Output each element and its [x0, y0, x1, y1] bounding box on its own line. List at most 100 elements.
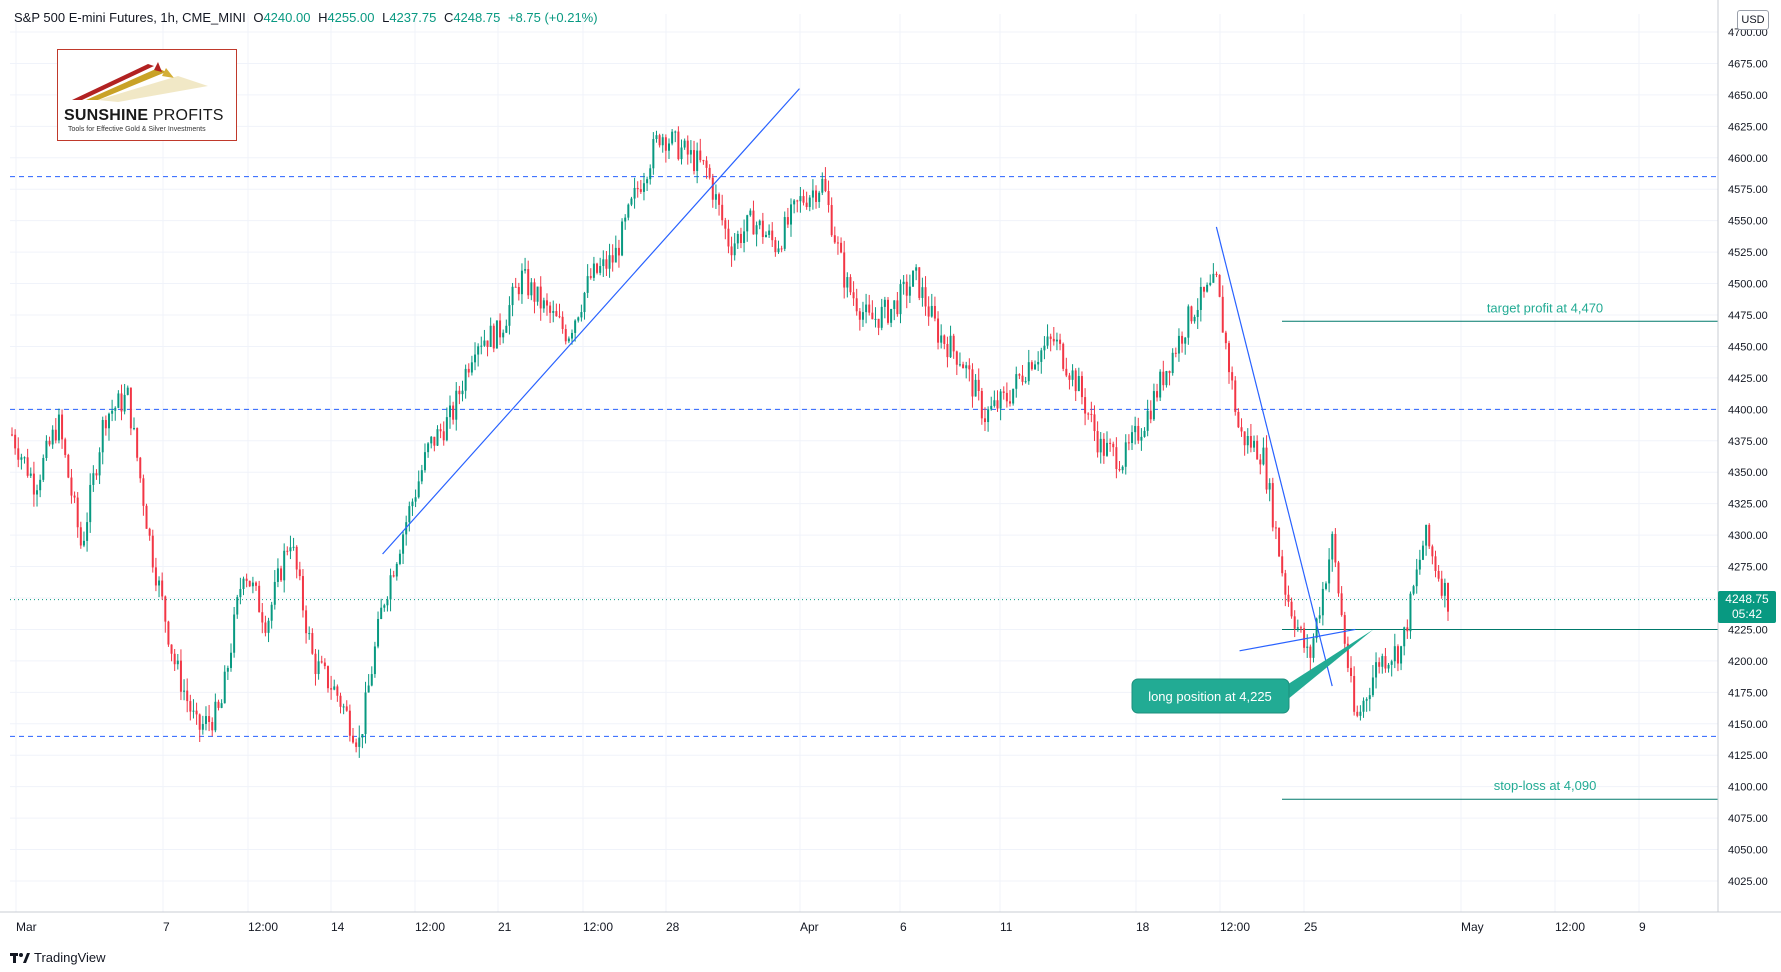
candle-body — [1281, 556, 1284, 574]
price-tick-label: 4200.00 — [1728, 656, 1768, 668]
price-tick-label: 4025.00 — [1728, 876, 1768, 888]
candle-body — [336, 686, 339, 696]
candle-body — [42, 457, 45, 480]
candle-body — [39, 479, 42, 491]
candle-body — [577, 317, 580, 321]
candle-body — [123, 394, 126, 412]
candle-body — [1190, 306, 1193, 322]
candle-body — [1199, 286, 1202, 310]
candle-body — [495, 320, 498, 349]
candle-body — [101, 419, 104, 453]
candle-body — [1030, 362, 1033, 370]
candle-body — [608, 255, 611, 269]
candle-body — [1146, 410, 1149, 431]
candle-body — [298, 569, 301, 577]
candle-body — [983, 418, 986, 423]
candle-body — [733, 243, 736, 256]
candle-body — [339, 695, 342, 707]
candle-body — [448, 405, 451, 418]
candle-body — [846, 277, 849, 288]
candle-body — [1102, 438, 1105, 456]
candle-body — [1384, 656, 1387, 669]
candle-body — [699, 150, 702, 161]
candle-body — [946, 343, 949, 358]
candle-body — [1080, 376, 1083, 398]
candle-body — [1184, 337, 1187, 344]
price-tick-label: 4525.00 — [1728, 247, 1768, 259]
candle-body — [527, 269, 530, 296]
candle-body — [79, 527, 82, 546]
candle-body — [427, 443, 430, 453]
candle-body — [383, 605, 386, 608]
currency-button[interactable]: USD — [1737, 10, 1769, 30]
open-value: 4240.00 — [263, 10, 311, 25]
candle-body — [646, 179, 649, 184]
candle-body — [627, 204, 630, 218]
candle-body — [727, 228, 730, 247]
candle-body — [1296, 627, 1299, 629]
candle-body — [930, 305, 933, 317]
candle-body — [1193, 316, 1196, 322]
candle-body — [708, 167, 711, 178]
candle-body — [92, 473, 95, 485]
candle-body — [805, 202, 808, 207]
candle-body — [1409, 593, 1412, 632]
time-tick-label: 6 — [900, 920, 907, 934]
candle-body — [107, 413, 110, 429]
candle-body — [1343, 615, 1346, 644]
candle-body — [1052, 338, 1055, 342]
candle-body — [36, 490, 39, 495]
symbol-name[interactable]: S&P 500 E-mini Futures, 1h, CME_MINI — [14, 10, 246, 25]
candle-body — [1303, 628, 1306, 648]
low-value: 4237.75 — [389, 10, 437, 25]
candle-body — [151, 535, 154, 568]
grid — [10, 14, 1718, 912]
candle-body — [486, 340, 489, 347]
candle-body — [1112, 443, 1115, 448]
candle-body — [420, 470, 423, 482]
candle-body — [483, 340, 486, 346]
candle-body — [1290, 601, 1293, 617]
price-tick-label: 4700.00 — [1728, 27, 1768, 39]
candle-body — [414, 497, 417, 502]
tradingview-brand[interactable]: TradingView — [10, 950, 106, 965]
candle-body — [849, 277, 852, 293]
candle-body — [571, 332, 574, 339]
candle-body — [1127, 442, 1130, 444]
price-tick-label: 4150.00 — [1728, 719, 1768, 731]
candle-body — [1037, 361, 1040, 365]
candle-body — [89, 484, 92, 523]
candle-body — [1131, 432, 1134, 443]
candle-body — [1134, 425, 1137, 433]
candle-body — [1249, 436, 1252, 448]
time-tick-label: 11 — [1000, 920, 1013, 934]
candle-body — [768, 230, 771, 235]
candle-body — [642, 183, 645, 192]
candle-body — [743, 231, 746, 243]
candle-body — [104, 419, 107, 429]
candle-body — [958, 364, 961, 366]
candle-body — [539, 286, 542, 309]
time-tick-label: Mar — [16, 920, 37, 934]
candle-body — [821, 178, 824, 193]
candle-body — [883, 299, 886, 307]
price-tick-label: 4600.00 — [1728, 153, 1768, 165]
candle-body — [1353, 675, 1356, 712]
candle-body — [561, 316, 564, 330]
candle-body — [1018, 374, 1021, 376]
candle-body — [145, 505, 148, 529]
candle-body — [1265, 447, 1268, 490]
candle-body — [1259, 459, 1262, 465]
candle-body — [48, 440, 51, 445]
candle-body — [1115, 447, 1118, 470]
candle-body — [1168, 370, 1171, 374]
callout-label: long position at 4,225 — [1148, 689, 1272, 704]
candle-body — [915, 267, 918, 271]
candle-body — [133, 428, 136, 430]
candle-body — [395, 563, 398, 577]
candle-body — [70, 477, 73, 496]
candle-body — [23, 457, 26, 459]
trend-lines — [382, 88, 1356, 687]
